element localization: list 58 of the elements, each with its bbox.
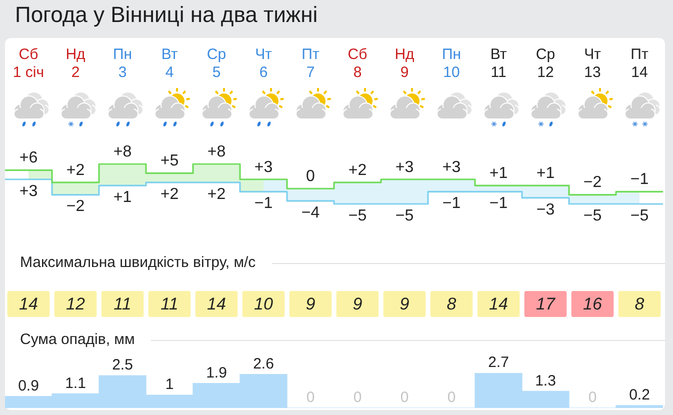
x-tick-label: Пт 14 <box>630 46 648 82</box>
data-label: −5 <box>583 207 602 224</box>
data-label: 0.9 <box>18 377 39 394</box>
data-label: 1.9 <box>206 364 227 382</box>
x-tick-label: Пн 10 <box>442 46 462 82</box>
data-label: −3 <box>536 201 555 218</box>
data-label: 1.1 <box>65 374 86 392</box>
x-tick-label: Нд 9 <box>394 46 415 82</box>
data-label: −2 <box>66 198 85 216</box>
x-tick-label: Вт 4 <box>161 46 178 82</box>
data-label: −4 <box>301 204 320 222</box>
data-label: 14 <box>489 294 508 314</box>
data-label: +8 <box>207 143 226 160</box>
data-label: −5 <box>630 207 649 224</box>
x-tick-label: Сб 1 січ <box>12 46 44 82</box>
x-tick-label: Чт 13 <box>584 46 602 82</box>
data-label: 0 <box>588 389 597 406</box>
data-label: 14 <box>207 294 226 314</box>
data-label: 2.5 <box>112 356 133 374</box>
x-tick-label: Нд 2 <box>66 46 86 82</box>
data-label: +8 <box>113 143 132 160</box>
data-label: 0 <box>447 389 456 406</box>
data-label: 2.6 <box>253 355 274 372</box>
chart-title: Максимальна швидкість вітру, м/с <box>20 254 256 272</box>
data-label: 9 <box>352 294 363 314</box>
data-label: 8 <box>446 294 457 314</box>
x-tick-label: Пт 7 <box>302 46 320 82</box>
data-label: 10 <box>254 294 274 314</box>
x-tick-label: Вт 11 <box>490 46 507 82</box>
chart-title: Погода у Вінниці на два тижні <box>15 2 318 28</box>
data-label: 0.2 <box>629 386 650 404</box>
data-label: 1.3 <box>535 372 556 390</box>
x-tick-label: Сб 8 <box>348 46 368 82</box>
data-label: 1 <box>165 376 174 394</box>
data-label: 14 <box>19 294 38 314</box>
x-tick-label: Ср 12 <box>536 46 556 82</box>
x-tick-label: Ср 5 <box>206 46 226 82</box>
data-label: 0 <box>353 389 362 406</box>
data-label: −5 <box>395 207 414 224</box>
chart-title: Сума опадів, мм <box>20 331 135 349</box>
data-label: −1 <box>489 195 508 212</box>
data-label: 0 <box>306 389 315 406</box>
data-label: 0 <box>400 389 409 406</box>
data-label: −5 <box>348 207 367 224</box>
data-label: 8 <box>634 294 645 314</box>
data-label: 11 <box>160 294 178 314</box>
data-label: 17 <box>536 294 556 314</box>
x-tick-label: Пн 3 <box>112 46 132 82</box>
data-label: 2.7 <box>488 354 509 372</box>
data-label: −1 <box>254 195 273 212</box>
data-label: +6 <box>19 150 38 167</box>
x-tick-label: Чт 6 <box>255 46 272 82</box>
data-label: 9 <box>306 294 316 314</box>
data-label: 9 <box>400 294 410 314</box>
data-label: −1 <box>442 195 461 212</box>
data-label: 16 <box>583 294 602 314</box>
data-label: 12 <box>66 294 86 314</box>
data-label: 11 <box>114 294 132 314</box>
